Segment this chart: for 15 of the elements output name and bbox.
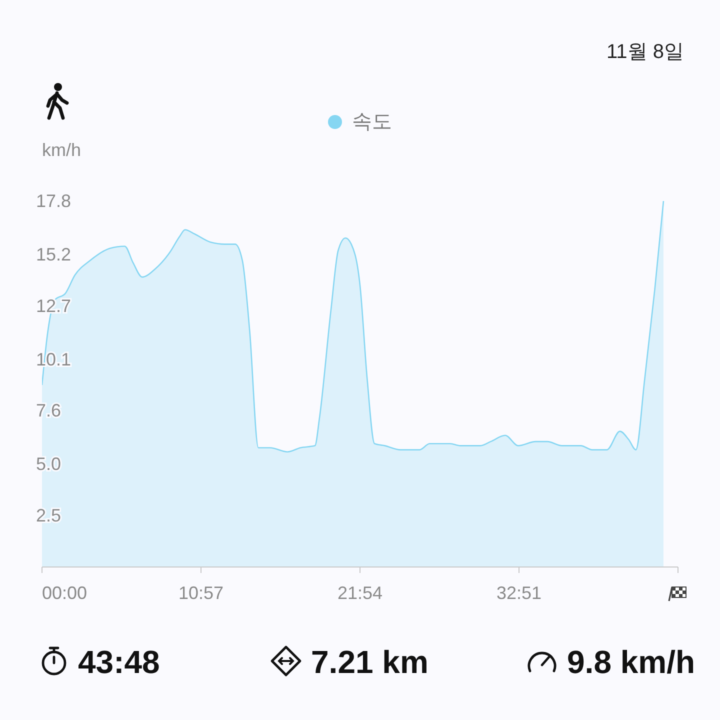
text: 9.8 km/h: [567, 644, 696, 681]
text: 43:48: [78, 644, 160, 681]
x-tick-label: 10:57: [178, 583, 224, 603]
y-tick-label: 2.5: [36, 506, 62, 526]
x-tick-label: 32:51: [496, 583, 542, 603]
y-axis-title: km/h: [42, 140, 82, 161]
x-tick-label: 00:00: [42, 583, 88, 603]
x-tick-label: 21:54: [337, 583, 383, 603]
y-tick-label: 5.0: [36, 454, 62, 474]
legend-label: 속도: [351, 110, 392, 135]
text: 11월 8일: [606, 40, 684, 65]
y-tick-label: 7.6: [36, 400, 62, 421]
y-tick-label: 15.2: [36, 244, 72, 264]
y-tick-label: 17.8: [36, 191, 72, 211]
text: 7.21 km: [311, 644, 428, 681]
